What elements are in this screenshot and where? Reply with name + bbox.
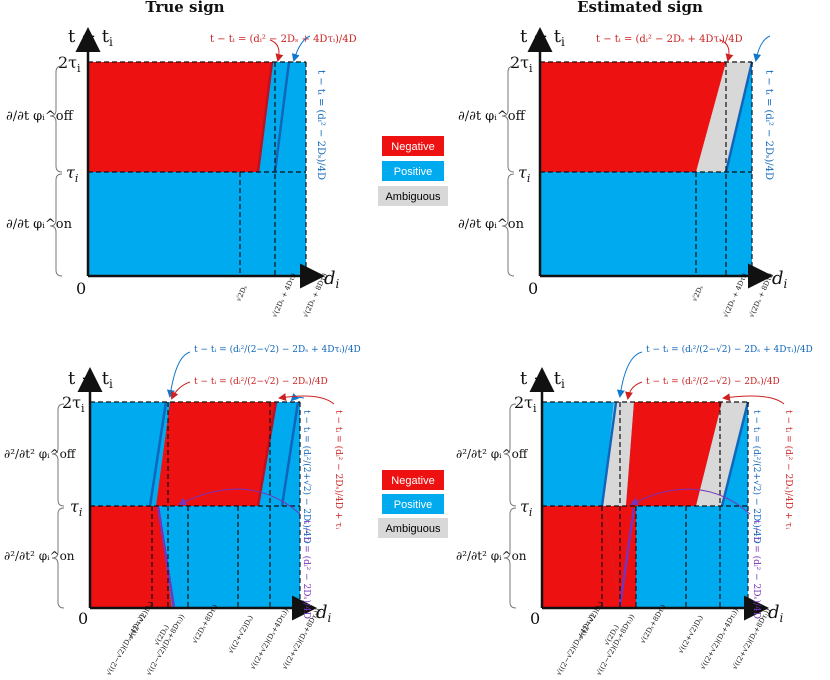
x-axis-label: di [324,268,340,291]
svg-text:t − ti: t − ti [520,26,565,49]
legend-swatch-positive [382,161,444,181]
svg-text:τi: τi [518,163,530,185]
svg-text:√(2Dₛ + 8Dτᵢ): √(2Dₛ + 8Dτᵢ) [748,272,776,319]
svg-text:t − tᵢ = (dᵢ² − 2Dₛ)/4D + τᵢ: t − tᵢ = (dᵢ² − 2Dₛ)/4D + τᵢ [783,410,794,529]
svg-text:0: 0 [530,609,540,628]
svg-text:√(2Dₛ + 4Dτᵢ): √(2Dₛ + 4Dτᵢ) [722,272,750,319]
tick-2tau: 2τi [58,53,81,75]
svg-text:di: di [768,602,784,625]
annotation-blue-vertical: t − tᵢ = (dᵢ² − 2Dₛ)/4D [315,70,326,180]
svg-text:t − tᵢ = (dᵢ²/(2+√2) − 2Dₛ)/4D: t − tᵢ = (dᵢ²/(2+√2) − 2Dₛ)/4D [751,410,762,544]
legend-bottom: Negative Positive Ambiguous [378,470,448,538]
legend-label-ambiguous: Ambiguous [385,191,441,203]
svg-text:√(2Dₛ+8Dτᵢ): √(2Dₛ+8Dτᵢ) [191,603,220,645]
svg-text:√(2Dₛ+8Dτᵢ): √(2Dₛ+8Dτᵢ) [639,603,668,645]
legend-swatch-ambiguous [378,186,448,206]
svg-text:t − tᵢ = (dᵢ²/(2−√2) − 2Dₛ)/4D: t − tᵢ = (dᵢ²/(2−√2) − 2Dₛ)/4D [194,376,328,387]
svg-text:2τi: 2τi [514,393,537,415]
svg-text:t − tᵢ = (dᵢ² − 2Dₛ + 4Dτᵢ)/4D: t − tᵢ = (dᵢ² − 2Dₛ + 4Dτᵢ)/4D [596,34,743,45]
svg-text:2τi: 2τi [62,393,85,415]
svg-text:τi: τi [70,497,82,519]
region-negative [540,62,726,172]
svg-text:t − tᵢ = (dᵢ² − 2Dₛ)/4D: t − tᵢ = (dᵢ² − 2Dₛ)/4D [301,520,312,619]
annotation-red: t − tᵢ = (dᵢ² − 2Dₛ + 4Dτᵢ)/4D [210,34,357,45]
panel-bottom-left: t − ti di 0 2τi τi ∂²/∂t² φᵢ^off ∂²/∂t² … [4,344,361,677]
region-positive-on [88,172,306,276]
panel-bottom-right: t − ti di 0 2τi τi ∂²/∂t² φᵢ^off ∂²/∂t² … [456,344,813,677]
svg-text:di: di [772,268,788,291]
row-label-top-off: ∂/∂t φᵢ^off [6,109,75,124]
svg-text:t − tᵢ = (dᵢ² − 2Dₛ)/4D: t − tᵢ = (dᵢ² − 2Dₛ)/4D [763,70,774,180]
svg-text:t − tᵢ = (dᵢ²/(2+√2) − 2Dₛ)/4D: t − tᵢ = (dᵢ²/(2+√2) − 2Dₛ)/4D [301,410,312,544]
panel-top-right: t − ti di 0 2τi τi ∂/∂t φᵢ^off ∂/∂t φᵢ^o… [458,26,788,319]
svg-text:t − ti: t − ti [68,368,113,391]
row-label-top-on: ∂/∂t φᵢ^on [6,217,73,232]
svg-text:√((2−√2)(Dₛ+4Dτᵢ)): √((2−√2)(Dₛ+4Dτᵢ)) [555,613,597,677]
svg-text:Negative: Negative [391,475,434,487]
svg-text:t − tᵢ = (dᵢ² − 2Dₛ)/4D: t − tᵢ = (dᵢ² − 2Dₛ)/4D [751,520,762,619]
y-axis-label: t − ti [68,26,113,49]
svg-text:∂²/∂t² φᵢ^off: ∂²/∂t² φᵢ^off [4,447,77,461]
legend-label-positive: Positive [394,166,433,178]
svg-text:√2Dₛ: √2Dₛ [691,284,706,303]
svg-text:√((2−√2)(Dₛ+8Dτᵢ)): √((2−√2)(Dₛ+8Dτᵢ)) [145,613,187,677]
svg-text:t − tᵢ = (dᵢ² − 2Dₛ)/4D + τᵢ: t − tᵢ = (dᵢ² − 2Dₛ)/4D + τᵢ [333,410,344,529]
x-tick-label: √(2Dₛ + 4Dτᵢ) [271,272,299,319]
svg-text:∂²/∂t² φᵢ^on: ∂²/∂t² φᵢ^on [456,549,527,563]
legend-swatch-negative [382,136,444,156]
title-true-sign: True sign [145,0,224,16]
legend-top: Negative Positive Ambiguous [378,136,448,206]
svg-text:∂²/∂t² φᵢ^off: ∂²/∂t² φᵢ^off [456,447,529,461]
red-boundary-line [256,61,274,173]
svg-text:t − ti: t − ti [520,368,565,391]
svg-text:di: di [316,602,332,625]
svg-text:τi: τi [520,497,532,519]
panel-top-left: t − ti di 0 2τi τi ∂/∂t φᵢ^off ∂/∂t φᵢ^o… [6,26,357,319]
svg-text:∂/∂t φᵢ^off: ∂/∂t φᵢ^off [458,109,527,124]
svg-text:2τi: 2τi [510,53,533,75]
origin-label: 0 [76,279,86,298]
blue-boundary-line [273,61,291,173]
svg-text:t − tᵢ = (dᵢ²/(2−√2) − 2Dₛ + 4: t − tᵢ = (dᵢ²/(2−√2) − 2Dₛ + 4Dτᵢ)/4D [194,344,361,355]
region-negative-off [88,62,272,172]
svg-text:t − tᵢ = (dᵢ²/(2−√2) − 2Dₛ + 4: t − tᵢ = (dᵢ²/(2−√2) − 2Dₛ + 4Dτᵢ)/4D [646,344,813,355]
svg-text:0: 0 [528,279,538,298]
svg-text:√((2+√2)Dₛ): √((2+√2)Dₛ) [677,614,705,655]
svg-text:0: 0 [78,609,88,628]
svg-text:∂²/∂t² φᵢ^on: ∂²/∂t² φᵢ^on [4,549,75,563]
x-tick-label: √2Dₛ [235,284,250,303]
title-estimated-sign: Estimated sign [577,0,703,16]
svg-text:t − tᵢ = (dᵢ²/(2−√2) − 2Dₛ)/4D: t − tᵢ = (dᵢ²/(2−√2) − 2Dₛ)/4D [646,376,780,387]
svg-text:∂/∂t φᵢ^on: ∂/∂t φᵢ^on [458,217,525,232]
x-tick-label: √(2Dₛ + 8Dτᵢ) [302,272,330,319]
svg-text:√((2−√2)(Dₛ+8Dτᵢ)): √((2−√2)(Dₛ+8Dτᵢ)) [595,613,637,677]
tick-tau: τi [66,163,78,185]
svg-text:Positive: Positive [394,499,433,511]
region-ambiguous [696,62,752,172]
svg-text:Ambiguous: Ambiguous [385,523,441,535]
svg-text:√((2−√2)(Dₛ+4Dτᵢ)): √((2−√2)(Dₛ+4Dτᵢ)) [105,613,147,677]
legend-label-negative: Negative [391,141,434,153]
svg-text:√((2+√2)Dₛ): √((2+√2)Dₛ) [227,614,255,655]
